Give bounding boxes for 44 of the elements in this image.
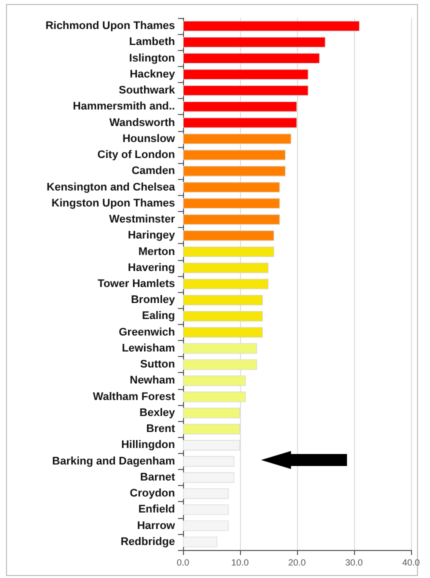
y-tick-label: Hackney (130, 68, 176, 80)
y-tick-label: Wandsworth (109, 116, 176, 129)
y-tick-label: Redbridge (120, 536, 175, 548)
y-tick-label: Barking and Dagenham (52, 455, 176, 468)
y-tick-label: Bromley (130, 294, 176, 306)
y-tick-label: Bexley (140, 406, 176, 419)
y-tick-label: Southwark (118, 84, 176, 97)
bar (183, 536, 218, 548)
y-tick-label: Croydon (130, 488, 176, 500)
y-tick-label: Westminster (109, 214, 176, 226)
y-tick-label: Lambeth (129, 36, 176, 48)
bar (183, 456, 234, 467)
y-tick-label: Waltham Forest (92, 390, 176, 403)
y-tick-label: Ealing (142, 310, 175, 322)
y-tick-label: Hillingdon (121, 439, 176, 452)
y-tick-label: Brent (146, 423, 176, 436)
y-tick-label: Enfield (138, 504, 175, 516)
x-tick-label: 20.0 (288, 558, 306, 568)
y-tick-label: Camden (132, 165, 176, 178)
bar (183, 488, 229, 499)
x-tick-label: 10.0 (231, 558, 249, 568)
y-tick-label: Barnet (140, 471, 176, 484)
y-tick-label: Lewisham (122, 342, 176, 354)
y-tick-label: Kingston Upon Thames (52, 197, 175, 210)
bar (183, 472, 234, 483)
y-tick-label: Haringey (128, 230, 176, 242)
y-tick-label: Newham (130, 374, 176, 387)
y-tick-label: Merton (138, 246, 176, 258)
x-tick-label: 40.0 (402, 558, 420, 568)
bar (183, 520, 229, 532)
bar (183, 504, 229, 515)
y-tick-label: Harrow (137, 520, 176, 532)
y-tick-label: Kensington and Chelsea (46, 181, 176, 194)
y-tick-label: Havering (128, 262, 175, 274)
y-tick-label: Sutton (140, 358, 176, 371)
y-tick-label: Greenwich (118, 326, 176, 338)
y-tick-label: Tower Hamlets (98, 278, 175, 290)
x-tick-label: 30.0 (345, 558, 363, 568)
y-tick-label: Hammersmith and.. (72, 100, 175, 113)
y-tick-label: Islington (129, 52, 176, 64)
y-tick-label: Richmond Upon Thames (45, 20, 175, 32)
x-tick-label: 0.0 (176, 558, 190, 568)
y-tick-label: City of London (97, 149, 176, 162)
y-tick-label: Hounslow (122, 132, 176, 145)
